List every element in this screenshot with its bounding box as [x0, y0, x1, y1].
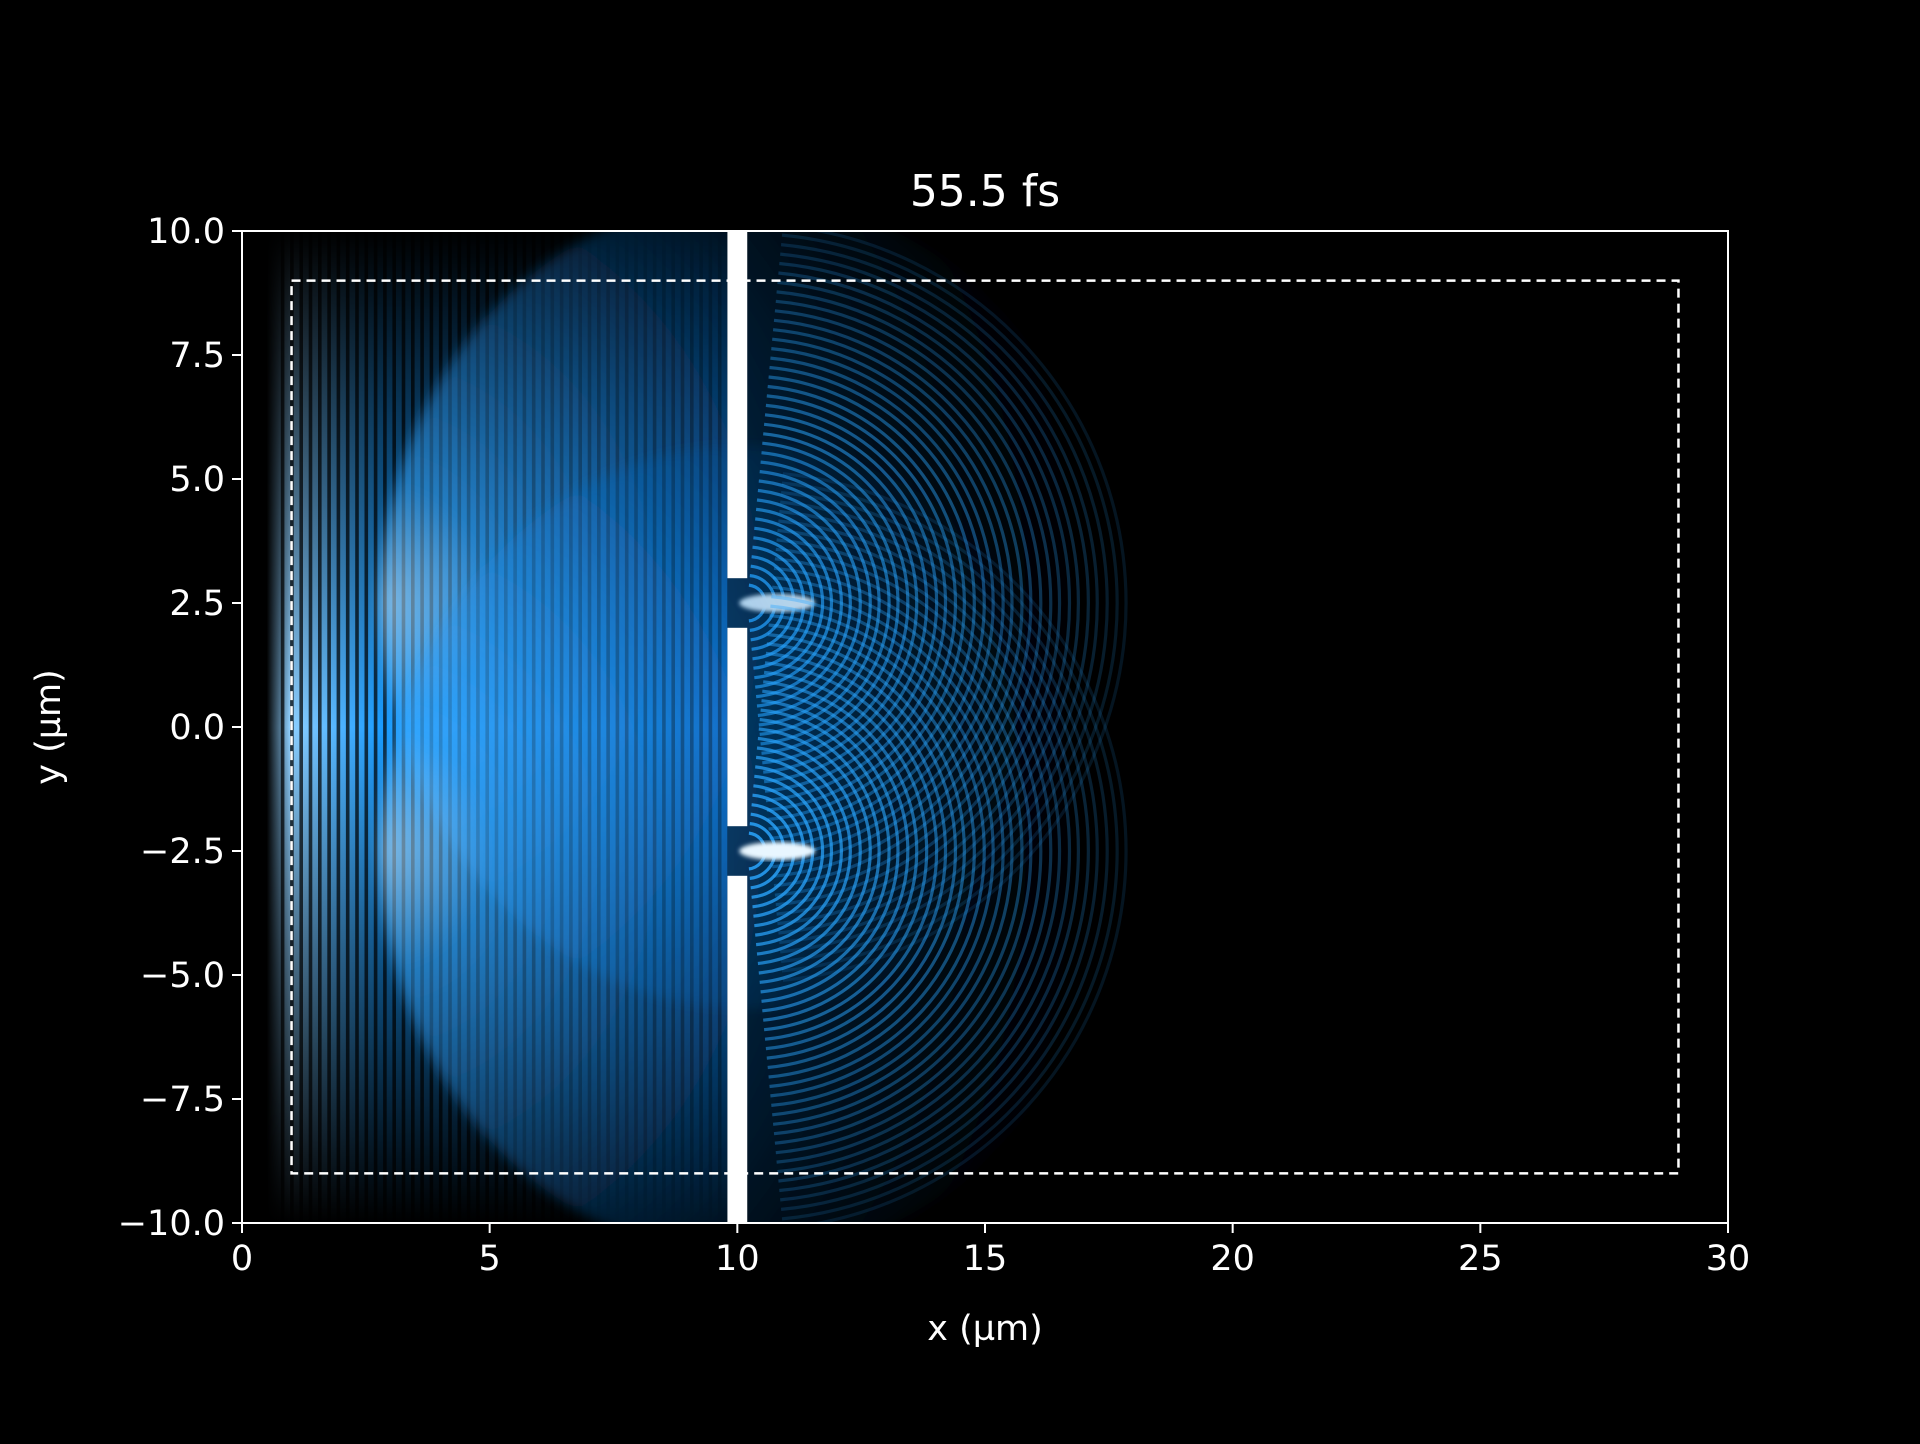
x-tick-label: 25 — [1458, 1239, 1503, 1279]
diffraction-wavefront — [765, 651, 948, 1051]
x-axis-label: x (µm) — [927, 1309, 1043, 1349]
diffraction-wavefront — [758, 727, 872, 975]
y-tick-label: −10.0 — [118, 1204, 225, 1244]
diffraction-wavefront — [756, 746, 852, 956]
wavefront-line — [373, 231, 378, 1223]
y-tick-label: 7.5 — [169, 336, 225, 376]
dashed-boundary — [290, 279, 1680, 1175]
diffraction-wavefront — [775, 547, 1053, 1155]
wavefront-line — [280, 231, 285, 1223]
y-tick-label: 10.0 — [147, 212, 225, 252]
diffraction-wavefront — [763, 670, 929, 1032]
slit-diffraction-2 — [380, 445, 1128, 1223]
diffraction-wavefront — [762, 689, 910, 1013]
diffraction-wavefront — [768, 623, 976, 1079]
x-tick-label: 10 — [715, 1239, 760, 1279]
diffraction-wavefront — [779, 509, 1090, 1193]
diffraction-wavefront — [777, 528, 1072, 1174]
diffraction-wavefront — [760, 708, 891, 994]
diffraction-wavefront — [781, 481, 1119, 1221]
diffraction-glow — [380, 445, 1115, 1223]
diffraction-wavefront — [772, 576, 1024, 1126]
wavefront-line — [364, 231, 369, 1223]
x-tick-label: 20 — [1210, 1239, 1255, 1279]
y-tick-label: −7.5 — [140, 1080, 225, 1120]
chart-title: 55.5 fs — [910, 166, 1060, 217]
diffraction-wavefront — [780, 500, 1099, 1202]
diffraction-wavefront — [776, 538, 1062, 1164]
wavefront-line — [355, 231, 359, 1223]
slit-hotspot — [739, 842, 816, 860]
diffraction-wavefront — [767, 632, 966, 1070]
wavefront-line — [336, 231, 341, 1223]
wavefront-line — [308, 231, 313, 1223]
y-axis: 10.0 7.5 5.0 2.5 0.0 −2.5 −5.0 −7.5 −10.0 — [118, 212, 242, 1244]
wavefront-line — [392, 231, 396, 1223]
screen-segment — [727, 875, 748, 1223]
slit-screen — [727, 231, 748, 1223]
x-tick-label: 0 — [231, 1239, 253, 1279]
diffraction-wavefront — [763, 680, 919, 1022]
diffracted-wave-field — [380, 231, 1134, 1223]
x-tick-label: 5 — [479, 1239, 501, 1279]
diffraction-wavefront — [755, 755, 843, 947]
wavefront-line — [345, 231, 350, 1223]
diffraction-wavefront — [764, 661, 939, 1041]
y-tick-label: −2.5 — [140, 832, 225, 872]
plot-area — [266, 231, 1680, 1223]
wavefront-line — [299, 231, 303, 1223]
screen-segment — [727, 627, 748, 827]
y-tick-label: 2.5 — [169, 584, 225, 624]
wavefront-line — [327, 231, 331, 1223]
diffraction-wavefront — [773, 566, 1033, 1136]
diffraction-wavefront — [766, 642, 958, 1060]
y-tick-label: 5.0 — [169, 460, 225, 500]
diffraction-wavefront — [771, 595, 1005, 1107]
diffraction-wavefront — [755, 765, 834, 937]
diffraction-wavefront — [774, 557, 1043, 1145]
diffraction-wavefront — [770, 604, 995, 1098]
x-tick-label: 15 — [963, 1239, 1008, 1279]
diffraction-wavefront — [759, 718, 881, 984]
diffraction-wavefront — [782, 472, 1128, 1223]
x-axis: 0 5 10 15 20 25 30 — [231, 1223, 1750, 1279]
y-tick-label: −5.0 — [140, 956, 225, 996]
diffraction-wavefront — [757, 736, 862, 966]
y-axis-label: y (µm) — [29, 669, 69, 785]
diffraction-wavefront — [761, 699, 900, 1003]
x-tick-label: 30 — [1706, 1239, 1751, 1279]
wavefront-line — [318, 231, 322, 1223]
screen-segment — [727, 231, 748, 579]
diffraction-wavefront — [780, 491, 1109, 1211]
diffraction-wavefront — [754, 774, 825, 928]
diffraction-wavefront — [778, 519, 1080, 1183]
y-tick-label: 0.0 — [169, 708, 225, 748]
diffraction-wavefront — [769, 613, 986, 1089]
wavefront-line — [383, 231, 387, 1223]
diffraction-wavefront — [772, 585, 1014, 1117]
